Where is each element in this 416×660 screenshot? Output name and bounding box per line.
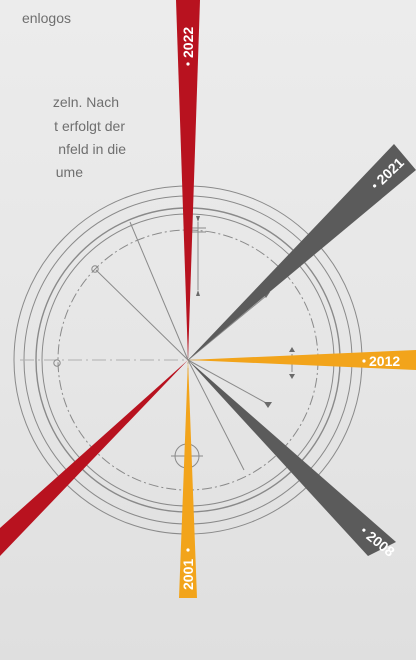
- ray-2008: [188, 360, 396, 556]
- year-label-2001: 2001: [180, 559, 196, 590]
- year-label-2022: 2022: [180, 27, 196, 58]
- ray-red-lower-left: [0, 360, 188, 556]
- year-label-2012: 2012: [369, 353, 400, 369]
- dimension-line: [187, 359, 269, 405]
- label-dot: [186, 548, 190, 552]
- dimension-line: [187, 359, 245, 471]
- ray-2012: [188, 350, 416, 370]
- arrow-head: [289, 374, 295, 379]
- text-line: ume: [55, 164, 83, 180]
- year-rays: [0, 0, 416, 598]
- label-dot: [362, 528, 366, 532]
- text-line: enlogos: [21, 10, 71, 26]
- arrow-head: [196, 216, 200, 222]
- label-dot: [373, 184, 377, 188]
- hole-marker: [53, 359, 61, 367]
- label-2012: 2012: [362, 353, 400, 369]
- dimension-line: [129, 221, 189, 361]
- arrow-head: [289, 347, 295, 352]
- arrow-head: [264, 402, 272, 408]
- text-line: t erfolgt der: [54, 118, 125, 134]
- dimension-line: [187, 295, 267, 361]
- hole-marker: [91, 265, 99, 273]
- label-dot: [362, 359, 366, 363]
- label-dot: [186, 62, 190, 66]
- ray-2001: [179, 360, 197, 598]
- text-line: nfeld in die: [58, 141, 126, 157]
- label-2001: 2001: [180, 548, 196, 590]
- ray-2022: [176, 0, 200, 360]
- text-line: zeln. Nach: [52, 94, 119, 110]
- dimension-line: [95, 269, 189, 361]
- year-labels: 2022 2021 2012 2008 2001: [180, 27, 407, 590]
- label-2022: 2022: [180, 27, 196, 66]
- ray-2021: [188, 144, 416, 360]
- intro-text-fragment: enlogos zeln. Nach t erfolgt der nfeld i…: [0, 0, 140, 200]
- arrow-head: [196, 290, 200, 296]
